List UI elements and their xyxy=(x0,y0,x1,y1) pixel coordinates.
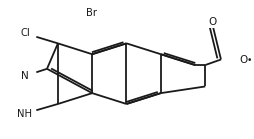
Text: O: O xyxy=(240,55,248,65)
Text: •: • xyxy=(246,56,252,64)
Text: Cl: Cl xyxy=(20,28,30,38)
Text: NH: NH xyxy=(17,109,33,119)
Text: O: O xyxy=(209,17,217,27)
Text: Br: Br xyxy=(86,8,98,18)
Text: N: N xyxy=(21,71,29,81)
